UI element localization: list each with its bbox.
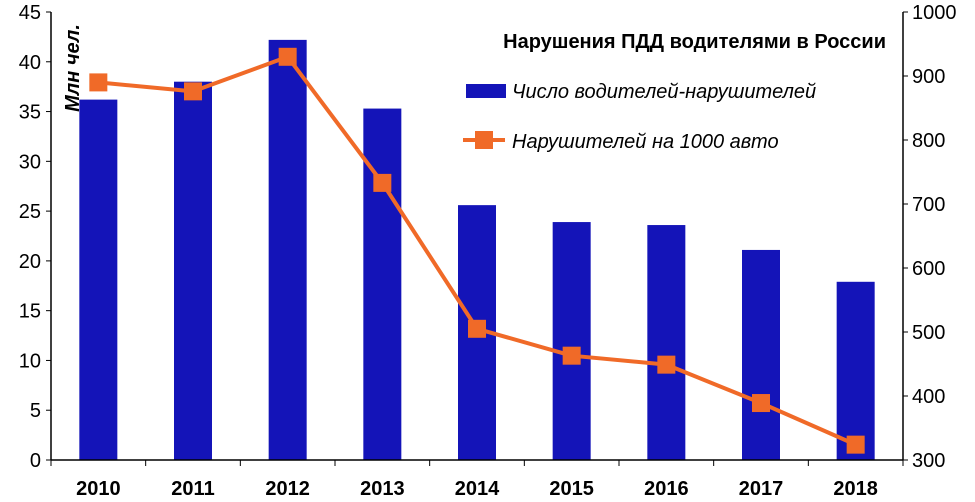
line-point-2012 (278, 47, 297, 66)
line-point-2014 (468, 319, 486, 338)
y2-tick-label: 400 (912, 386, 945, 408)
line-point-2017 (752, 394, 770, 413)
y-tick-label: 45 (19, 2, 41, 24)
bar-2012 (268, 39, 307, 461)
y-tick-label: 10 (19, 350, 41, 372)
bar-2010 (79, 99, 118, 460)
line-point-2011 (184, 82, 202, 101)
y2-tick-label: 300 (912, 450, 945, 472)
axis-labels: 0 5 10 15 20 25 30 35 40 45 300 400 500 600 700 800 900 1… (19, 2, 957, 500)
bar-2015 (552, 222, 591, 460)
line-point-2016 (657, 355, 676, 374)
y2-tick-label: 900 (912, 66, 945, 88)
y2-tick-label: 600 (912, 258, 945, 280)
bar-2013 (363, 108, 402, 461)
bar-2011 (174, 81, 212, 460)
axes (46, 11, 908, 466)
chart-title: Нарушения ПДД водителями в России (503, 31, 886, 53)
legend-label-line: Нарушителей на 1000 авто (512, 131, 779, 153)
y-tick-label: 30 (19, 151, 41, 173)
y2-tick-label: 800 (912, 130, 945, 152)
y-axis-label: Млн чел. (62, 24, 84, 112)
legend-label-bars: Число водителей-нарушителей (512, 81, 816, 103)
y2-tick-label: 1000 (912, 2, 957, 24)
x-tick-label: 2017 (739, 478, 784, 500)
x-tick-label: 2010 (76, 478, 121, 500)
line-series (89, 47, 865, 454)
y-tick-label: 25 (19, 201, 41, 223)
bar-2018 (836, 281, 875, 460)
legend-marker-line (475, 131, 493, 149)
y-tick-label: 5 (30, 400, 41, 422)
legend: Нарушения ПДД водителями в России Число … (463, 31, 886, 153)
line-point-2013 (373, 173, 392, 192)
x-tick-label: 2011 (171, 478, 214, 500)
bar-2016 (647, 225, 686, 460)
line-point-2010 (89, 73, 108, 92)
y2-tick-label: 700 (912, 194, 945, 216)
legend-swatch-bars (466, 84, 506, 98)
x-tick-label: 2018 (833, 478, 878, 500)
y-tick-label: 0 (30, 450, 41, 472)
y-tick-label: 20 (19, 251, 41, 273)
y-tick-label: 40 (19, 52, 41, 74)
x-tick-label: 2015 (549, 478, 594, 500)
x-tick-label: 2016 (644, 478, 689, 500)
y-tick-label: 15 (19, 301, 41, 323)
y-tick-label: 35 (19, 102, 41, 124)
x-tick-label: 2014 (455, 478, 500, 500)
bar-2017 (742, 249, 780, 460)
x-tick-label: 2013 (360, 478, 405, 500)
line-point-2018 (846, 435, 865, 454)
y2-tick-label: 500 (912, 322, 945, 344)
line-point-2015 (562, 346, 581, 365)
x-tick-label: 2012 (265, 478, 310, 500)
